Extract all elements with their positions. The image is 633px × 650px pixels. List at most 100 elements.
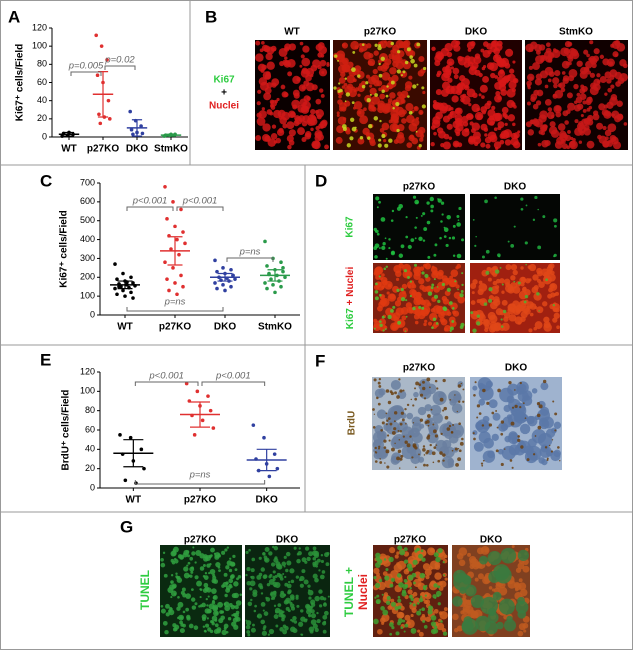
texture bbox=[429, 443, 432, 447]
texture bbox=[261, 41, 265, 45]
texture bbox=[475, 615, 491, 632]
texture bbox=[284, 56, 288, 60]
row-label: BrdU bbox=[347, 411, 358, 435]
texture bbox=[303, 579, 309, 585]
texture bbox=[408, 122, 418, 132]
p-value: p<0.001 bbox=[132, 196, 168, 207]
column-label: StmKO bbox=[559, 27, 593, 38]
texture bbox=[538, 404, 543, 409]
texture bbox=[409, 602, 412, 605]
texture bbox=[443, 133, 450, 140]
texture bbox=[415, 381, 420, 386]
texture bbox=[468, 103, 472, 107]
texture bbox=[501, 106, 509, 114]
texture bbox=[211, 588, 217, 594]
texture bbox=[377, 628, 383, 635]
texture bbox=[470, 128, 476, 134]
texture bbox=[397, 421, 408, 432]
texture bbox=[395, 61, 404, 70]
texture bbox=[580, 84, 585, 89]
texture bbox=[353, 89, 357, 93]
texture bbox=[492, 298, 501, 307]
row-label: Nuclei bbox=[209, 101, 239, 112]
data-point bbox=[139, 447, 144, 452]
texture bbox=[525, 278, 531, 284]
texture bbox=[185, 607, 189, 612]
texture bbox=[341, 124, 347, 129]
texture bbox=[279, 60, 285, 67]
texture bbox=[250, 598, 253, 602]
texture bbox=[456, 253, 462, 259]
column-label: p27KO bbox=[403, 182, 435, 193]
texture bbox=[247, 633, 251, 637]
texture bbox=[481, 464, 484, 467]
texture bbox=[451, 236, 456, 240]
texture bbox=[510, 275, 516, 281]
texture bbox=[385, 600, 391, 605]
texture bbox=[421, 104, 426, 109]
texture bbox=[435, 553, 439, 556]
p-value: p=0.005 bbox=[68, 61, 104, 72]
texture bbox=[507, 432, 520, 445]
texture bbox=[344, 100, 347, 103]
texture bbox=[405, 422, 407, 425]
texture bbox=[310, 108, 316, 115]
texture bbox=[190, 570, 194, 574]
texture bbox=[318, 68, 328, 77]
texture bbox=[425, 383, 437, 395]
texture bbox=[513, 280, 516, 283]
data-point bbox=[163, 260, 167, 265]
texture bbox=[437, 547, 443, 554]
texture bbox=[557, 123, 566, 131]
texture bbox=[278, 609, 284, 615]
data-point bbox=[179, 207, 183, 212]
texture bbox=[380, 56, 385, 61]
texture bbox=[377, 59, 382, 64]
data-point bbox=[267, 474, 272, 479]
texture bbox=[457, 448, 460, 450]
texture bbox=[412, 306, 416, 311]
texture bbox=[281, 561, 287, 567]
texture bbox=[451, 403, 463, 414]
texture bbox=[374, 596, 377, 599]
texture bbox=[578, 140, 583, 144]
texture bbox=[399, 430, 403, 433]
row-label: Ki67 bbox=[345, 216, 356, 238]
texture bbox=[287, 580, 291, 584]
texture bbox=[456, 410, 458, 413]
texture bbox=[472, 218, 475, 221]
texture bbox=[379, 323, 383, 328]
data-point bbox=[121, 288, 125, 293]
p-value: p<0.001 bbox=[215, 371, 251, 382]
texture bbox=[433, 103, 440, 110]
texture bbox=[262, 123, 271, 132]
texture bbox=[420, 549, 424, 553]
texture bbox=[479, 84, 488, 93]
texture bbox=[520, 445, 524, 449]
y-tick-label: 100 bbox=[80, 386, 95, 396]
texture bbox=[553, 253, 557, 257]
texture bbox=[567, 41, 573, 47]
texture bbox=[453, 291, 461, 299]
texture bbox=[396, 395, 400, 399]
texture bbox=[519, 588, 528, 597]
texture bbox=[398, 253, 404, 258]
texture bbox=[290, 579, 295, 584]
texture bbox=[410, 58, 415, 64]
texture bbox=[614, 71, 623, 80]
texture bbox=[398, 612, 405, 619]
texture bbox=[505, 48, 514, 57]
x-tick-label: p27KO bbox=[159, 322, 191, 333]
texture bbox=[553, 224, 557, 228]
texture bbox=[400, 296, 406, 302]
texture bbox=[479, 312, 485, 318]
texture bbox=[517, 549, 529, 561]
data-point bbox=[272, 452, 277, 456]
texture bbox=[194, 575, 199, 580]
texture bbox=[233, 581, 239, 587]
texture bbox=[258, 110, 267, 119]
texture bbox=[416, 42, 421, 47]
texture bbox=[401, 315, 407, 321]
texture bbox=[582, 100, 587, 105]
texture bbox=[430, 308, 436, 313]
